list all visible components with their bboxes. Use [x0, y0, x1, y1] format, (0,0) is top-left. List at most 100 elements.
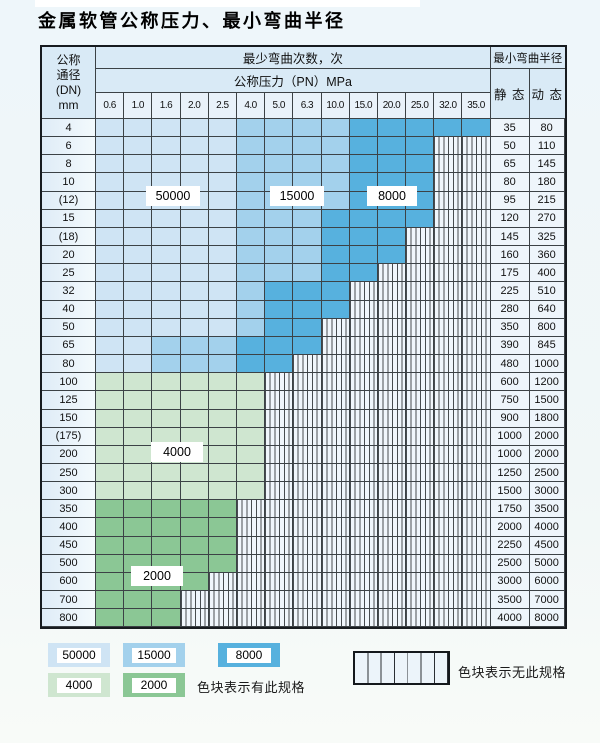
spec-cell-50000 [180, 246, 209, 265]
dn-cell: 65 [42, 336, 96, 356]
no-spec-cell [462, 482, 491, 501]
no-spec-cell [406, 282, 435, 301]
dn-cell: 80 [42, 355, 96, 374]
no-spec-cell [293, 409, 322, 428]
spec-cell-15000 [293, 137, 322, 156]
spec-cell-50000 [96, 282, 125, 301]
dn-cell: 8 [42, 155, 96, 174]
spec-cell-8000 [236, 336, 266, 356]
dynamic-cell: 180 [529, 173, 565, 192]
no-spec-cell [434, 463, 463, 483]
spec-cell-50000 [124, 355, 153, 374]
no-spec-cell [434, 155, 463, 174]
no-spec-cell [406, 264, 435, 283]
spec-cell-50000 [208, 264, 237, 283]
spec-cell-15000 [293, 209, 322, 228]
spec-cell-15000 [321, 137, 350, 156]
no-spec-cell [321, 536, 350, 555]
spec-cell-50000 [124, 209, 153, 228]
static-cell: 1000 [490, 427, 530, 446]
no-spec-cell [462, 155, 491, 174]
no-spec-cell [265, 445, 294, 464]
spec-cell-15000 [236, 173, 266, 192]
overlay-label-8000: 8000 [367, 186, 417, 206]
no-spec-cell [462, 554, 491, 573]
spec-cell-2000 [180, 518, 209, 537]
no-spec-cell [434, 500, 463, 519]
dn-cell: 50 [42, 318, 96, 337]
spec-cell-4000 [124, 427, 153, 446]
spec-cell-4000 [208, 463, 237, 483]
pressure-cell: 0.6 [96, 93, 125, 119]
no-spec-cell [265, 518, 294, 537]
radius-header: 最小弯曲半径 [490, 47, 565, 69]
no-spec-cell [377, 336, 407, 356]
no-spec-cell [434, 373, 463, 392]
spec-cell-50000 [124, 155, 153, 174]
no-spec-cell [377, 572, 407, 592]
spec-cell-50000 [180, 264, 209, 283]
spec-cell-4000 [208, 409, 237, 428]
spec-cell-15000 [293, 264, 322, 283]
spec-cell-15000 [236, 318, 266, 337]
no-spec-cell [265, 500, 294, 519]
spec-cell-15000 [180, 355, 209, 374]
no-spec-cell [349, 391, 378, 410]
no-spec-cell [406, 591, 435, 610]
spec-cell-50000 [124, 137, 153, 156]
spec-cell-2000 [96, 554, 125, 573]
dn-cell: 800 [42, 609, 96, 628]
pressure-cell: 4.0 [236, 93, 266, 119]
dynamic-cell: 8000 [529, 609, 565, 628]
spec-cell-8000 [406, 209, 435, 228]
spec-cell-8000 [406, 137, 435, 156]
no-spec-cell [349, 409, 378, 428]
dn-cell: 600 [42, 572, 96, 592]
no-spec-cell [462, 572, 491, 592]
spec-cell-50000 [96, 264, 125, 283]
dn-cell: 32 [42, 282, 96, 301]
dn-cell: 15 [42, 209, 96, 228]
spec-cell-15000 [265, 209, 294, 228]
static-header: 静 态 [490, 69, 530, 119]
spec-cell-15000 [236, 191, 266, 210]
static-cell: 225 [490, 282, 530, 301]
spec-cell-4000 [236, 373, 266, 392]
spec-cell-8000 [434, 119, 463, 138]
no-spec-cell [236, 500, 266, 519]
spec-cell-8000 [321, 209, 350, 228]
spec-cell-50000 [152, 264, 181, 283]
spec-cell-50000 [124, 227, 153, 247]
spec-cell-4000 [236, 445, 266, 464]
no-spec-cell [434, 591, 463, 610]
no-spec-cell [293, 373, 322, 392]
dynamic-cell: 5000 [529, 554, 565, 573]
no-spec-cell [434, 518, 463, 537]
spec-cell-4000 [152, 373, 181, 392]
no-spec-cell [293, 554, 322, 573]
spec-cell-50000 [96, 227, 125, 247]
no-spec-cell [434, 409, 463, 428]
no-spec-cell [265, 536, 294, 555]
no-spec-cell [406, 355, 435, 374]
spec-cell-50000 [208, 318, 237, 337]
dynamic-cell: 510 [529, 282, 565, 301]
spec-cell-15000 [236, 300, 266, 319]
dynamic-cell: 325 [529, 227, 565, 247]
spec-cell-50000 [96, 191, 125, 210]
no-spec-cell [377, 554, 407, 573]
no-spec-cell [406, 536, 435, 555]
no-spec-cell [434, 609, 463, 628]
no-spec-cell [321, 336, 350, 356]
no-spec-cell [434, 482, 463, 501]
spec-cell-4000 [96, 409, 125, 428]
no-spec-cell [406, 246, 435, 265]
spec-cell-50000 [208, 282, 237, 301]
no-spec-cell [349, 300, 378, 319]
spec-cell-2000 [208, 518, 237, 537]
dynamic-cell: 1000 [529, 355, 565, 374]
dn-header-line: mm [58, 97, 79, 112]
no-spec-cell [349, 536, 378, 555]
no-spec-cell [208, 572, 237, 592]
no-spec-cell [265, 482, 294, 501]
